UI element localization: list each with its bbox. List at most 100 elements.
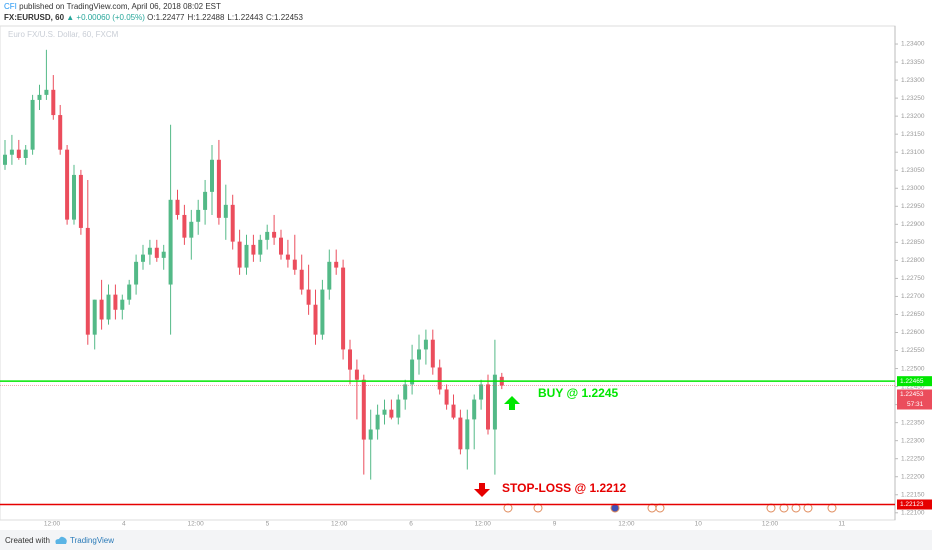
ohlc-key: L: <box>227 13 235 22</box>
candle-body <box>99 299 104 320</box>
last-price-label: 1.22453 <box>900 391 924 398</box>
x-tick-label: 12:00 <box>331 521 348 528</box>
x-tick-label: 6 <box>409 521 413 528</box>
candle-body <box>203 191 208 210</box>
y-tick-label: 1.23300 <box>901 77 925 84</box>
candle-body <box>285 254 290 260</box>
candle-body <box>51 89 56 116</box>
footer: Created with TradingView <box>0 530 932 550</box>
level-tag <box>897 499 932 510</box>
y-tick-label: 1.22750 <box>901 275 925 282</box>
ohlc-value: 1.22453 <box>274 13 303 22</box>
ohlc-value: 1.22477 <box>155 13 185 22</box>
candle-body <box>210 159 214 192</box>
candle-body <box>492 374 497 430</box>
candle-body <box>16 149 21 158</box>
candle-body <box>78 174 83 228</box>
candle-body <box>354 369 359 380</box>
candle-body <box>230 204 235 242</box>
header-line: CFI published on TradingView.com, April … <box>4 1 306 12</box>
candle-body <box>196 209 201 222</box>
candle-body <box>361 379 366 440</box>
ohlc-value: 1.22443 <box>234 13 264 22</box>
candle-body <box>479 384 484 400</box>
x-tick-label: 12:00 <box>762 521 779 528</box>
y-tick-label: 1.22450 <box>901 383 925 390</box>
watermark: Euro FX/U.S. Dollar, 60, FXCM <box>8 30 119 39</box>
candle-body <box>375 414 380 430</box>
plot-area <box>0 25 896 521</box>
created-with: Created with <box>5 536 50 545</box>
y-tick-label: 1.22100 <box>901 510 925 517</box>
candle-body <box>134 261 139 285</box>
candle-body <box>423 339 428 350</box>
y-tick-label: 1.23350 <box>901 59 925 66</box>
candle-body <box>106 294 111 320</box>
candle-body <box>313 304 318 335</box>
y-tick-label: 1.22300 <box>901 437 925 444</box>
event-icons <box>503 503 837 513</box>
candle-body <box>189 221 194 238</box>
level-tag <box>897 376 932 387</box>
ohlc: O:1.22477 H:1.22488 L:1.22443 C:1.22453 <box>147 13 306 22</box>
candle-body <box>141 254 145 262</box>
candle-body <box>368 429 373 440</box>
y-tick-label: 1.23150 <box>901 131 925 138</box>
candle-body <box>306 289 311 305</box>
y-tick-label: 1.23000 <box>901 185 925 192</box>
chart: Euro FX/U.S. Dollar, 60, FXCM 1.22100 1.2… <box>0 25 932 528</box>
candle-body <box>120 299 125 310</box>
candle-body <box>58 115 63 150</box>
candle-body <box>410 359 415 385</box>
y-tick-label: 1.22700 <box>901 293 925 300</box>
candle-body <box>458 417 463 450</box>
candle-body <box>348 349 352 370</box>
candle-body <box>161 251 166 258</box>
brand-logo <box>55 536 67 544</box>
candle-body <box>237 241 242 268</box>
candle-body <box>403 384 408 400</box>
candle-body <box>147 247 152 255</box>
last-price-tag <box>897 389 932 410</box>
y-tick-label: 1.23100 <box>901 149 925 156</box>
candle-body <box>389 409 394 418</box>
candle-body <box>223 204 228 218</box>
candle-body <box>417 349 421 360</box>
brand: TradingView <box>70 536 115 545</box>
candle-body <box>465 419 470 450</box>
candle-body <box>258 239 263 255</box>
y-tick-label: 1.22950 <box>901 203 925 210</box>
candle-body <box>486 384 490 430</box>
candle-body <box>265 231 270 240</box>
candle-body <box>30 99 35 150</box>
candle-body <box>175 199 180 215</box>
candle-body <box>299 269 304 290</box>
candle-body <box>327 261 332 290</box>
candle-body <box>292 259 297 270</box>
level-label: 1.22465 <box>900 378 924 385</box>
y-tick-label: 1.22150 <box>901 491 925 498</box>
candle-body <box>182 214 187 238</box>
y-tick-label: 1.23200 <box>901 113 925 120</box>
y-tick-label: 1.22900 <box>901 221 925 228</box>
x-tick-label: 12:00 <box>44 521 61 528</box>
x-tick-label: 4 <box>122 521 126 528</box>
author: CFI <box>4 2 17 11</box>
countdown: 57:31 <box>907 401 924 408</box>
y-tick-label: 1.22650 <box>901 311 925 318</box>
candle-body <box>430 339 435 368</box>
candle-body <box>154 247 159 258</box>
candle-body <box>341 267 346 350</box>
candle-body <box>44 89 49 95</box>
candle-body <box>279 237 283 255</box>
candle-body <box>216 159 221 218</box>
candle-body <box>472 399 477 420</box>
x-tick-label: 10 <box>695 521 703 528</box>
x-tick-label: 12:00 <box>475 521 492 528</box>
candle-body <box>272 231 277 238</box>
candle-body <box>444 389 449 405</box>
x-tick-label: 9 <box>553 521 557 528</box>
candle-body <box>437 367 442 390</box>
change: ▲ +0.00060 (+0.05%) <box>66 13 145 22</box>
y-tick-label: 1.23400 <box>901 41 925 48</box>
